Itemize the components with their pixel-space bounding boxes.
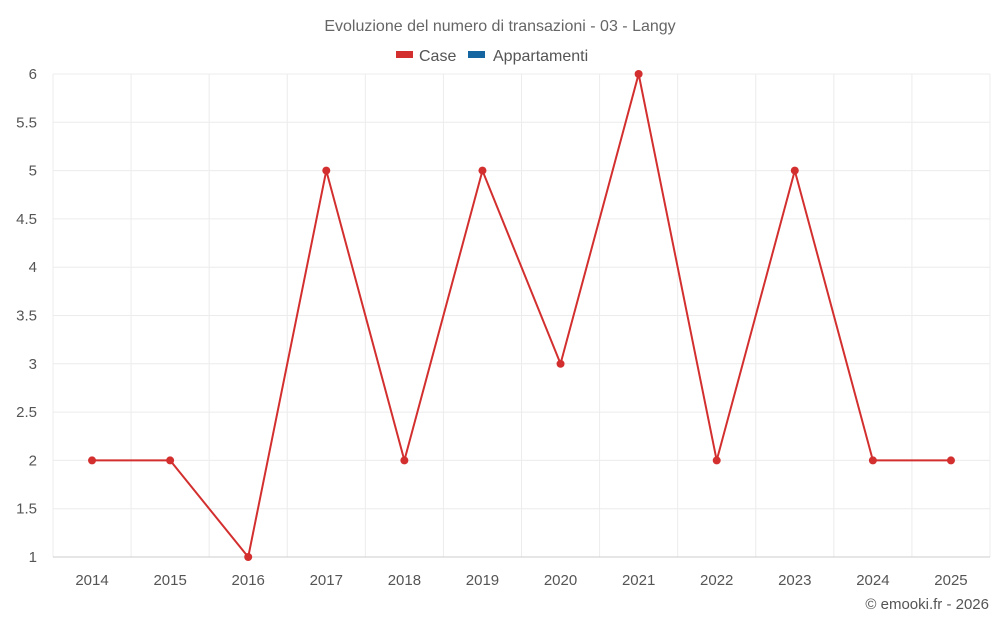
legend-item-case[interactable]: Case [396,48,456,65]
data-point-case-2019[interactable] [478,166,487,175]
x-tick-label: 2019 [466,572,499,589]
x-tick-label: 2021 [622,572,655,589]
data-point-case-2025[interactable] [946,456,955,465]
x-tick-label: 2022 [700,572,733,589]
y-tick-label: 2.5 [16,404,37,421]
legend-swatch-case [396,51,413,58]
x-gridlines [52,74,991,557]
x-tick-label: 2018 [388,572,421,589]
y-tick-label: 5 [29,163,37,180]
y-tick-label: 6 [29,66,37,83]
x-tick-label: 2016 [232,572,265,589]
y-axis-labels: 1 1.5 2 2.5 3 3.5 4 4.5 5 5.5 6 [16,66,37,566]
x-tick-label: 2025 [934,572,967,589]
y-tick-label: 4 [29,259,37,276]
credit-text: © emooki.fr - 2026 [865,596,989,613]
y-tick-label: 3 [29,356,37,373]
data-point-case-2016[interactable] [244,553,253,561]
legend-label-case: Case [419,48,456,65]
y-tick-label: 5.5 [16,114,37,131]
y-tick-label: 1.5 [16,501,37,518]
chart-title: Evoluzione del numero di transazioni - 0… [324,18,675,35]
legend-item-appartamenti[interactable]: Appartamenti [468,48,588,65]
x-axis-labels: 2014 2015 2016 2017 2018 2019 2020 2021 2022 2023… [75,572,967,589]
y-tick-label: 1 [29,549,37,566]
series-line-case [92,73,951,558]
legend-label-appartamenti: Appartamenti [493,48,588,65]
data-point-case-2020[interactable] [556,359,565,368]
legend[interactable]: Case Appartamenti [396,48,588,65]
x-tick-label: 2023 [778,572,811,589]
y-tick-label: 3.5 [16,308,37,325]
y-tick-label: 2 [29,452,37,469]
series-lines [92,73,951,558]
y-tick-label: 4.5 [16,211,37,228]
series-points [88,70,955,561]
data-point-case-2024[interactable] [868,456,877,465]
x-tick-label: 2024 [856,572,889,589]
data-point-case-2018[interactable] [400,456,409,465]
data-point-case-2021[interactable] [634,70,643,78]
data-point-case-2022[interactable] [712,456,721,465]
legend-swatch-appartamenti [468,51,485,58]
x-tick-label: 2015 [153,572,186,589]
x-tick-label: 2020 [544,572,577,589]
x-tick-label: 2017 [310,572,343,589]
data-point-case-2023[interactable] [790,166,799,175]
x-tick-label: 2014 [75,572,108,589]
data-point-case-2015[interactable] [166,456,175,465]
data-point-case-2017[interactable] [322,166,331,175]
data-point-case-2014[interactable] [88,456,97,465]
